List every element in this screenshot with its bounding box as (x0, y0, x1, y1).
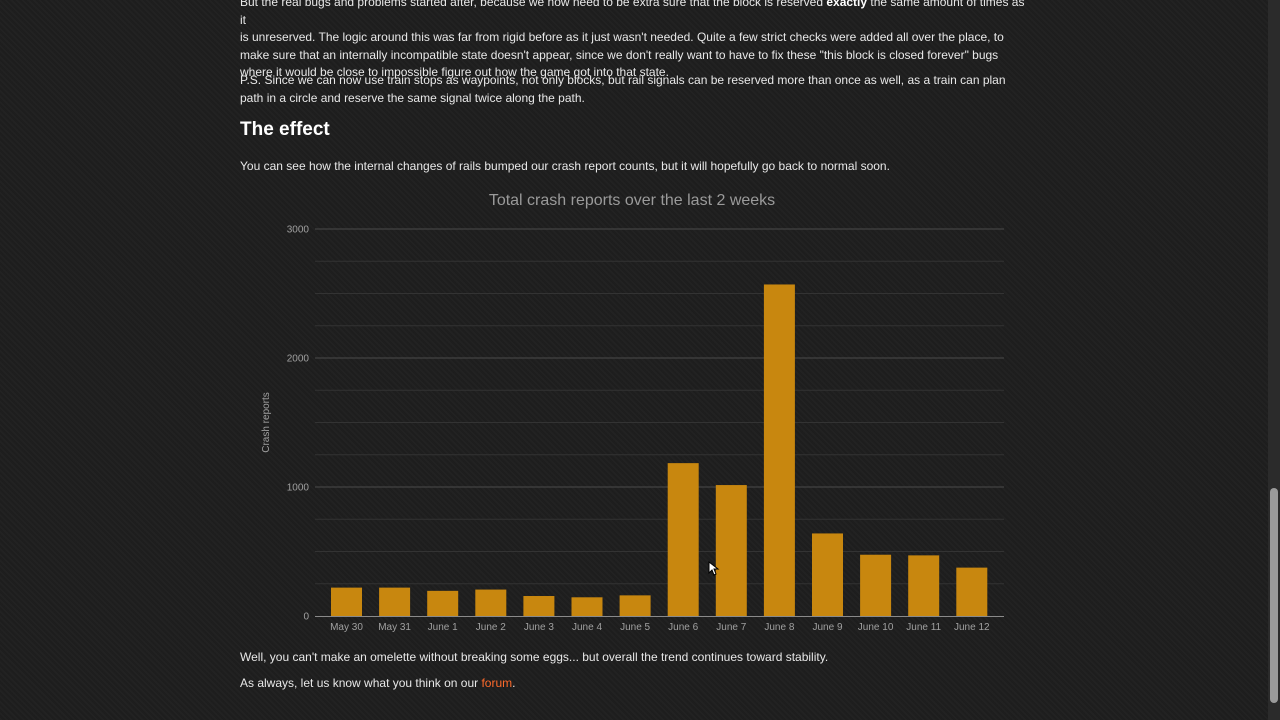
y-tick-label: 1000 (287, 483, 310, 494)
x-tick-label: June 5 (620, 622, 650, 633)
bar-june-4 (571, 597, 603, 616)
paragraph-effect: You can see how the internal changes of … (240, 159, 890, 173)
bar-june-3 (523, 596, 555, 616)
bar-june-10 (860, 554, 892, 616)
y-tick-label: 2000 (287, 354, 310, 365)
y-axis-label: Crash reports (261, 392, 272, 453)
paragraph-text: the same amount of times as it (240, 0, 1025, 27)
bar-may-30 (331, 587, 362, 616)
chart-title: Total crash reports over the last 2 week… (489, 192, 775, 209)
crash-report-chart: Total crash reports over the last 2 week… (240, 182, 1030, 642)
paragraph-text: . (512, 676, 516, 690)
bars (331, 284, 988, 616)
x-tick-label: June 3 (524, 622, 554, 633)
paragraph-reservation-bugs: But the real bugs and problems started a… (240, 0, 1030, 82)
bar-june-11 (908, 555, 940, 616)
x-tick-label: June 10 (858, 622, 894, 633)
scrollbar-thumb[interactable] (1270, 488, 1278, 703)
paragraph-text: is unreserved. The logic around this was… (240, 30, 1004, 79)
page-scrollbar[interactable] (1268, 0, 1280, 720)
bar-june-1 (427, 590, 459, 616)
x-tick-label: June 12 (954, 622, 990, 633)
bar-june-2 (475, 589, 507, 616)
x-tick-label: June 2 (476, 622, 506, 633)
y-axis-ticks: 0 1000 2000 3000 (287, 225, 310, 623)
bar-may-31 (379, 587, 411, 616)
paragraph-text: As always, let us know what you think on… (240, 676, 482, 690)
paragraph-forum: As always, let us know what you think on… (240, 675, 1030, 693)
paragraph-text: But the real bugs and problems started a… (240, 0, 827, 9)
x-tick-label: June 11 (906, 622, 941, 633)
chart-svg: Total crash reports over the last 2 week… (261, 192, 1004, 633)
bar-june-7 (715, 485, 747, 616)
grid-lines (315, 228, 1004, 585)
emphasis-text: exactly (826, 0, 868, 9)
forum-link[interactable]: forum (481, 676, 513, 690)
x-tick-label: May 30 (330, 622, 363, 633)
x-tick-label: June 8 (764, 622, 794, 633)
x-tick-label: May 31 (378, 622, 411, 633)
y-tick-label: 0 (303, 612, 309, 623)
x-tick-label: June 9 (812, 622, 842, 633)
x-tick-label: June 7 (716, 622, 746, 633)
x-axis-ticks: May 30 May 31 June 1 June 2 June 3 June 4 June… (330, 622, 990, 633)
paragraph-omelette: Well, you can't make an omelette without… (240, 650, 829, 664)
bar-june-6 (667, 463, 699, 616)
mouse-cursor-icon (708, 561, 720, 576)
section-heading: The effect (240, 119, 330, 140)
x-tick-label: June 6 (668, 622, 698, 633)
y-tick-label: 3000 (287, 225, 310, 236)
x-tick-label: June 1 (428, 622, 458, 633)
bar-june-8 (763, 284, 795, 616)
x-tick-label: June 4 (572, 622, 602, 633)
bar-june-5 (619, 595, 651, 616)
bar-june-12 (956, 567, 988, 616)
bar-june-9 (812, 533, 843, 616)
paragraph-ps: P.S. Since we can now use train stops as… (240, 73, 1006, 105)
